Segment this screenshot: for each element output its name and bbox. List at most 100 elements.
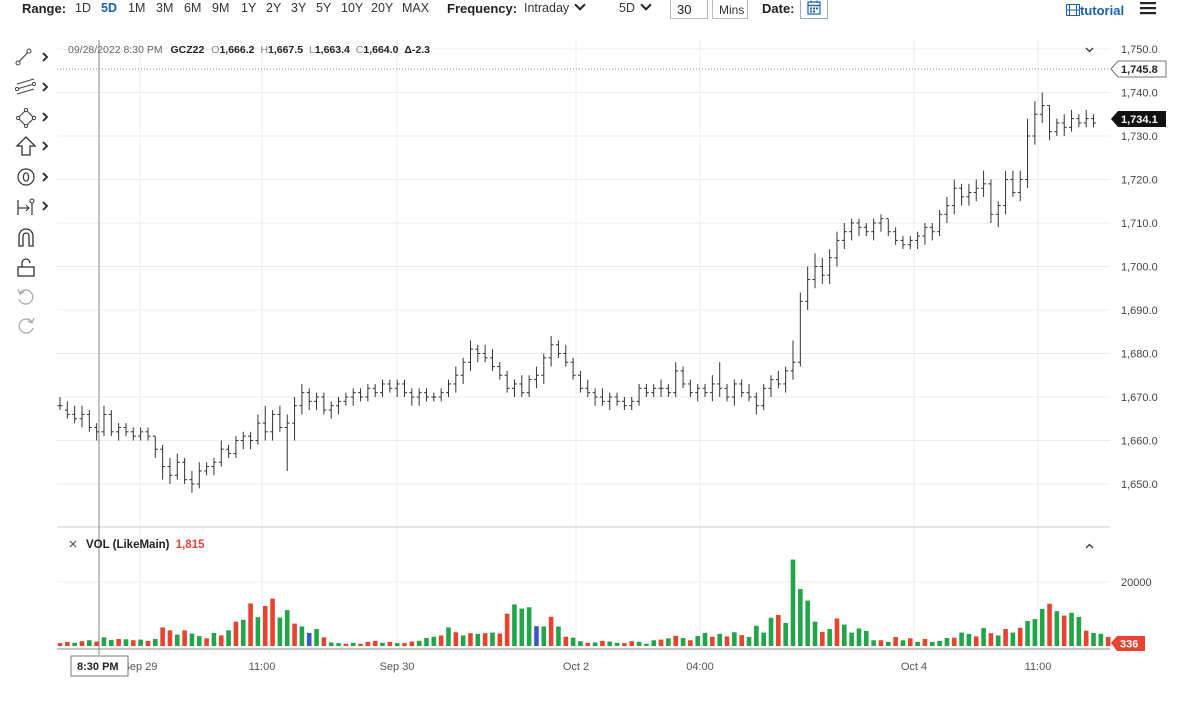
price-bar	[152, 435, 158, 458]
range-10y-button[interactable]: 10Y	[341, 1, 364, 15]
calendar-button[interactable]	[800, 0, 828, 19]
price-bar	[827, 249, 833, 284]
volume-bar	[688, 640, 693, 646]
period-dropdown[interactable]: 5D	[619, 0, 652, 15]
price-bar	[101, 405, 107, 437]
volume-value: 1,815	[176, 539, 205, 551]
price-bar	[482, 344, 488, 363]
price-bar	[336, 397, 342, 415]
price-bar	[519, 375, 525, 397]
price-bar	[328, 401, 334, 419]
volume-bar	[1105, 637, 1111, 646]
range-max-button[interactable]: MAX	[402, 1, 430, 15]
volume-bar	[885, 641, 891, 646]
grid-lines	[57, 40, 1110, 649]
ohlc-symbol: GCZ22	[171, 44, 205, 56]
range-5d-button[interactable]: 5D	[101, 1, 117, 15]
volume-bar	[306, 632, 312, 646]
arrow-up-icon	[15, 136, 49, 156]
price-bar	[871, 218, 877, 241]
price-bar	[988, 179, 994, 223]
volume-bar	[79, 641, 85, 646]
volume-bar	[812, 621, 818, 646]
interval-input[interactable]: 30	[670, 0, 708, 19]
range-1d-button[interactable]: 1D	[75, 1, 91, 15]
volume-bar	[820, 631, 825, 646]
channel-tool[interactable]	[14, 76, 54, 98]
price-bar	[218, 440, 224, 467]
range-2y-button[interactable]: 2Y	[266, 1, 282, 15]
volume-bar	[944, 638, 950, 646]
ohlc-close: 1,664.0	[363, 44, 398, 56]
range-3y-button[interactable]: 3Y	[291, 1, 307, 15]
price-bar	[424, 388, 429, 402]
undo-button[interactable]	[14, 285, 54, 307]
price-bar	[746, 383, 752, 402]
price-tick-label: 1,680.0	[1121, 349, 1158, 361]
range-20y-button[interactable]: 20Y	[371, 1, 394, 15]
volume-bar	[226, 630, 231, 646]
crosshair-time-value: 8:30 PM	[77, 661, 119, 673]
volume-bar	[482, 633, 488, 646]
price-bar	[922, 223, 928, 245]
volume-bar	[182, 630, 187, 646]
measure-tool[interactable]	[14, 195, 54, 217]
trendline-tool[interactable]	[14, 46, 54, 68]
volume-bar	[563, 636, 569, 646]
price-bar	[160, 444, 166, 480]
volume-bar	[915, 641, 920, 646]
redo-button[interactable]	[14, 314, 54, 336]
price-bar	[783, 366, 789, 393]
close-volume-panel-icon[interactable]	[69, 540, 77, 548]
volume-bar	[695, 636, 701, 646]
volume-bar	[570, 637, 576, 646]
price-bar	[797, 292, 803, 367]
range-5y-button[interactable]: 5Y	[316, 1, 332, 15]
volume-bar	[1003, 629, 1008, 646]
price-bar	[885, 218, 891, 237]
price-bar	[951, 179, 957, 215]
annotation-tool[interactable]	[14, 166, 54, 188]
parallel-channel-icon	[14, 78, 49, 95]
volume-bar	[189, 633, 195, 646]
price-bar	[533, 366, 539, 389]
range-6m-button[interactable]: 6M	[184, 1, 202, 15]
price-bar	[863, 223, 869, 237]
price-bar	[380, 379, 386, 397]
magnet-tool[interactable]	[14, 226, 54, 248]
range-1y-button[interactable]: 1Y	[241, 1, 257, 15]
volume-bar	[218, 635, 224, 646]
price-bar	[174, 453, 180, 480]
price-bar	[665, 383, 671, 397]
range-3m-button[interactable]: 3M	[156, 1, 174, 15]
volume-bar	[1098, 633, 1104, 646]
lock-tool[interactable]	[14, 256, 54, 278]
volume-bar	[1091, 632, 1096, 646]
volume-bar	[167, 630, 173, 646]
collapse-price-panel-icon[interactable]	[1085, 47, 1094, 53]
arrow-tool[interactable]	[14, 135, 54, 157]
price-bar	[416, 388, 422, 406]
volume-bar	[534, 626, 539, 646]
frequency-dropdown[interactable]: Intraday	[524, 0, 586, 15]
collapse-volume-panel-icon[interactable]	[1085, 543, 1094, 549]
unlock-icon	[17, 258, 35, 277]
hamburger-menu-icon[interactable]	[1140, 1, 1156, 16]
shape-tool[interactable]	[14, 106, 54, 129]
price-bar	[460, 357, 466, 384]
volume-tick-label: 20000	[1121, 577, 1152, 589]
time-tick-label: Sep 30	[380, 661, 415, 673]
volume-bar	[145, 640, 151, 646]
price-bar	[1017, 170, 1023, 202]
ohlc-high: 1,667.5	[268, 44, 303, 56]
price-bar	[717, 362, 723, 397]
tutorial-link[interactable]: tutorial	[1066, 3, 1124, 18]
price-tick-label: 1,710.0	[1121, 218, 1158, 230]
price-bar	[196, 462, 202, 489]
volume-bar	[900, 640, 906, 646]
range-1m-button[interactable]: 1M	[128, 1, 146, 15]
price-bar	[570, 357, 576, 380]
volume-bar	[57, 643, 63, 646]
range-9m-button[interactable]: 9M	[212, 1, 230, 15]
